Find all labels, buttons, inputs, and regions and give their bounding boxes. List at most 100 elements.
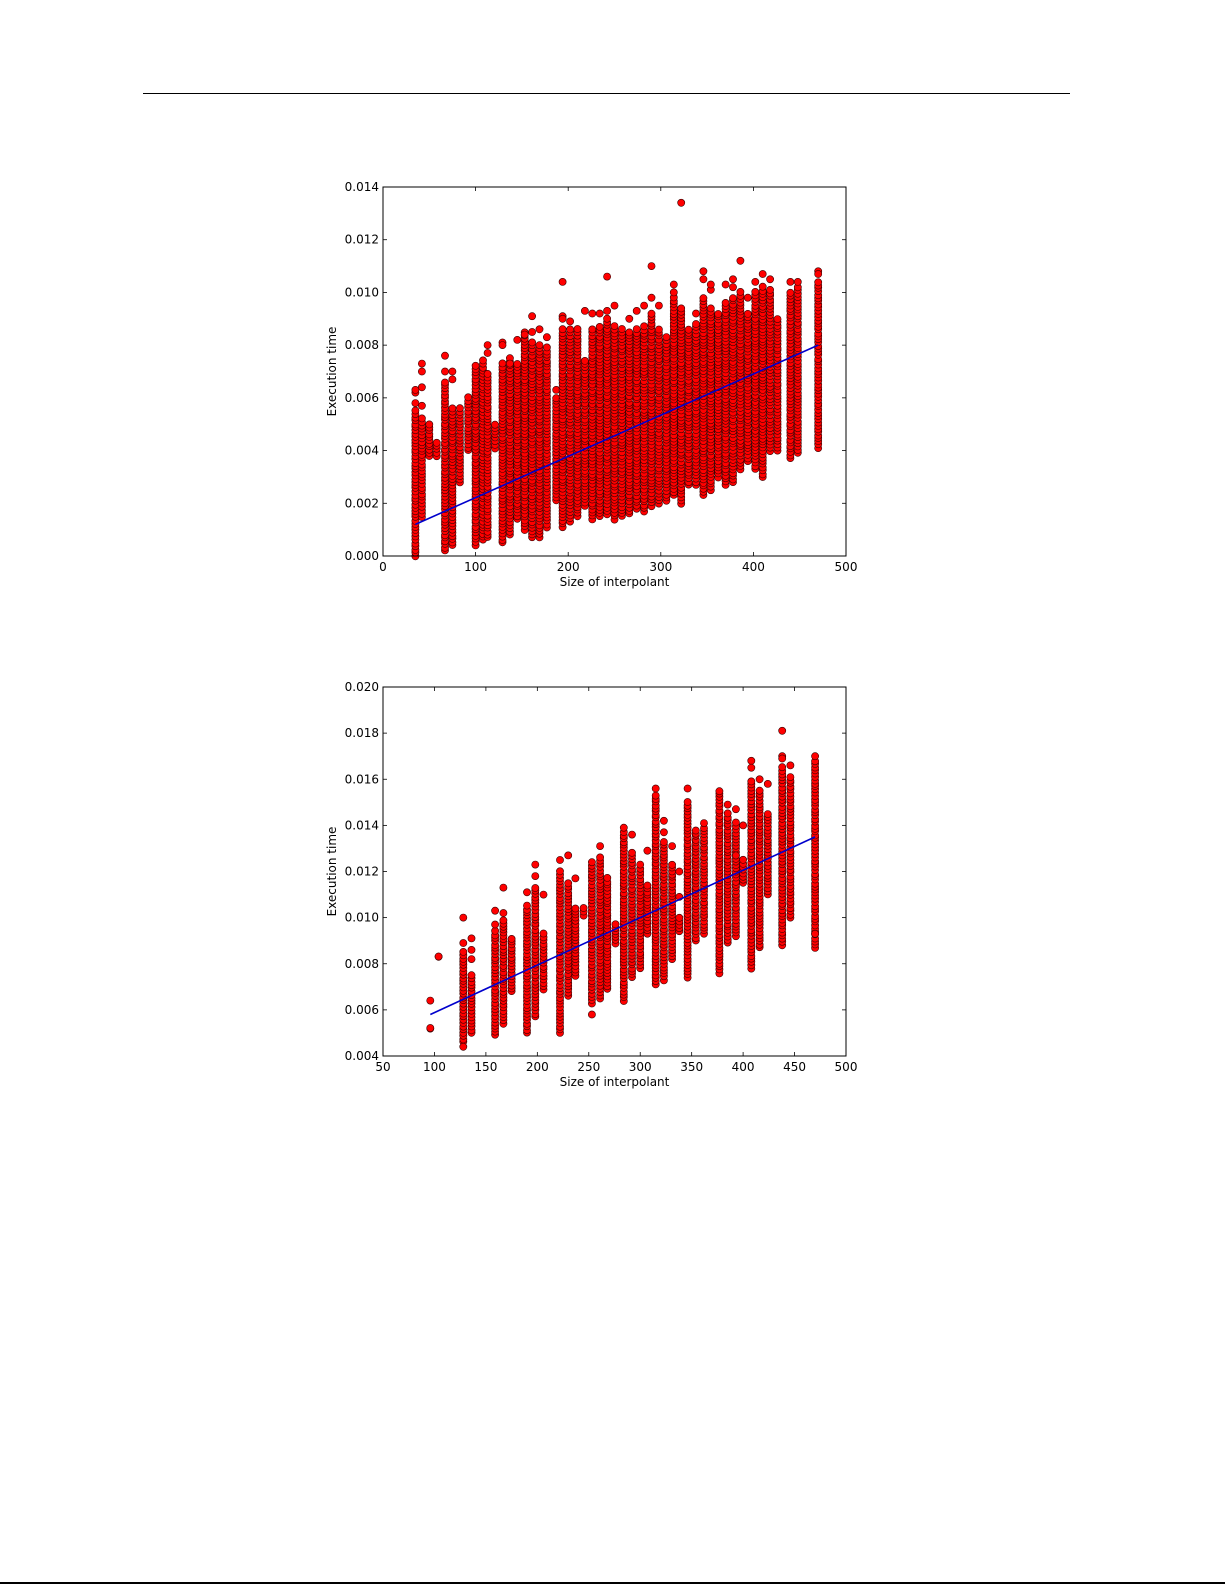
x-tick-label: 0 [379,560,387,574]
x-tick-label: 150 [474,1060,497,1074]
data-point [571,904,580,913]
data-point [467,971,476,980]
data-point [523,901,531,910]
data-point [692,320,700,328]
data-point [654,301,663,310]
data-point [523,888,531,897]
data-point [731,805,740,814]
data-point [531,884,540,892]
data-point [729,275,737,284]
data-point [610,301,619,310]
data-point [632,325,641,333]
data-point [699,267,708,276]
data-point [755,786,764,795]
x-tick-label: 200 [557,560,580,574]
data-point [564,851,573,860]
data-point [739,855,747,864]
data-point [763,810,772,818]
data-point [632,306,641,315]
data-point [411,399,420,407]
data-point [755,775,764,784]
footer-rule [0,1582,1225,1584]
data-point [471,361,480,370]
x-tick-label: 450 [783,1060,806,1074]
data-point [643,846,652,855]
data-point [647,262,656,270]
data-point [640,301,648,310]
scatter-plot-2: 50 100 150 200 250 300 350 400 450 5000.0040.0060… [325,680,857,1089]
data-point [603,873,612,882]
data-point [743,309,752,318]
data-point [505,359,514,368]
data-point [619,823,628,832]
data-point [778,754,787,763]
scatter-points [426,726,819,1051]
data-point [683,798,692,806]
data-point [625,328,634,337]
data-point [479,356,487,365]
data-point [721,299,730,307]
data-point [595,309,604,318]
x-axis-label: Size of interpolant [560,575,670,589]
data-point [566,317,574,326]
y-tick-label: 0.006 [345,1003,379,1017]
data-point [411,406,420,415]
data-point [659,828,668,837]
data-point [643,881,652,890]
y-tick-label: 0.012 [345,865,379,879]
header-rule [143,93,1070,94]
data-point [603,314,611,323]
data-point [483,341,492,349]
data-point [558,314,567,323]
data-point [498,341,507,349]
y-tick-label: 0.002 [345,496,379,510]
data-point [426,1024,435,1032]
data-point [729,294,737,303]
data-point [418,367,426,376]
data-point [564,879,573,888]
data-point [651,791,660,800]
data-point [778,763,787,772]
data-point [448,404,457,413]
data-point [467,955,476,963]
data-point [434,952,443,961]
data-point [683,784,692,793]
y-tick-label: 0.000 [345,549,379,563]
y-tick-label: 0.008 [345,338,379,352]
y-tick-label: 0.012 [345,233,379,247]
data-point [587,1010,596,1019]
y-axis-label: Execution time [325,327,339,417]
data-point [603,306,611,315]
data-point [426,996,435,1005]
data-point [647,293,656,302]
data-point [498,359,507,368]
data-point [721,280,730,289]
data-point [647,309,656,318]
data-point [425,420,434,429]
data-point [814,278,823,287]
data-point [786,288,795,297]
data-point [448,367,457,376]
data-point [677,304,686,313]
y-tick-label: 0.006 [345,391,379,405]
data-point [528,328,536,336]
data-point [684,325,693,334]
scatter-figure-1: 0 100 200 300 400 500 0.000 0.002 0.004 0.006 0.00… [320,175,880,595]
data-point [556,867,564,876]
data-point [736,256,745,265]
data-point [611,920,620,929]
data-point [441,367,449,376]
x-tick-label: 350 [680,1060,703,1074]
data-point [662,333,671,341]
data-point [558,278,567,286]
data-point [625,314,634,323]
regression-line [415,344,819,526]
y-tick-label: 0.010 [345,285,379,299]
x-tick-label: 250 [577,1060,600,1074]
data-point [588,309,597,318]
data-point [580,356,589,365]
scatter-points [411,198,823,561]
data-point [751,278,760,286]
data-point [588,325,597,334]
data-point [677,198,686,207]
